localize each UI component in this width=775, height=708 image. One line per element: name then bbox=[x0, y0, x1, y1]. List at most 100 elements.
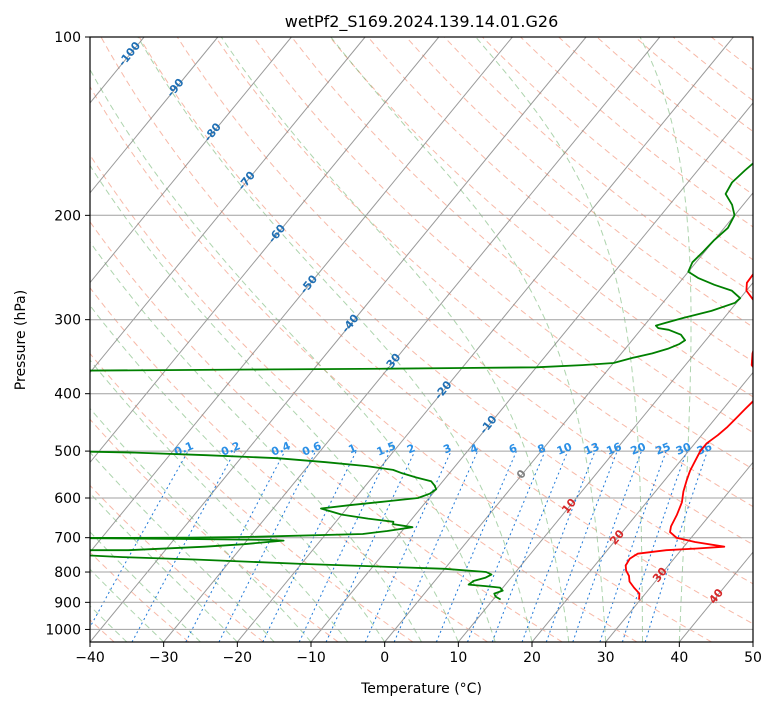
moist-adiabat bbox=[90, 492, 238, 642]
dry-adiabat bbox=[138, 37, 753, 585]
dry-adiabat bbox=[90, 220, 563, 642]
isotherm bbox=[90, 37, 366, 374]
mixing-ratio-label: 16 bbox=[604, 440, 623, 458]
mixing-ratio-line bbox=[599, 450, 667, 642]
isotherm bbox=[310, 102, 753, 642]
y-tick-label: 100 bbox=[54, 30, 81, 46]
y-tick-label: 1000 bbox=[45, 622, 81, 638]
mixing-ratio-label: 0.4 bbox=[269, 439, 292, 458]
isotherm bbox=[163, 37, 661, 642]
mixing-ratio-line bbox=[491, 450, 569, 642]
dry-adiabat bbox=[253, 37, 753, 470]
isotherm bbox=[457, 281, 753, 642]
mixing-ratio-label: 1 bbox=[347, 441, 359, 456]
dry-adiabat bbox=[367, 37, 753, 363]
isotherm bbox=[752, 641, 753, 642]
moist-adiabat bbox=[90, 568, 165, 642]
isoline-labels: -100-90-80-70-60-50-40-30-20-10010203040… bbox=[116, 39, 727, 606]
x-tick-label: −20 bbox=[223, 650, 253, 666]
mixing-ratio-label: 30 bbox=[674, 440, 693, 458]
mixing-ratio-line bbox=[218, 450, 317, 642]
chart-title: wetPf2_S169.2024.139.14.01.G26 bbox=[285, 12, 559, 32]
mixing-ratio-line bbox=[90, 450, 189, 629]
isotherm bbox=[90, 37, 440, 464]
mixing-ratio-label: 10 bbox=[555, 440, 574, 458]
x-tick-label: 20 bbox=[523, 650, 541, 666]
dry-adiabat bbox=[90, 484, 264, 642]
plot-frame bbox=[89, 36, 754, 643]
mixing-ratio-label: 0.6 bbox=[300, 439, 323, 458]
mixing-ratio-line bbox=[621, 450, 688, 642]
dry-adiabat bbox=[90, 85, 712, 642]
moist-adiabat bbox=[90, 451, 275, 642]
isotherm bbox=[90, 37, 219, 194]
moist-adiabat bbox=[90, 407, 312, 642]
mixing-ratio-label: 3 bbox=[441, 441, 453, 456]
x-tick-label: 0 bbox=[380, 650, 389, 666]
mixing-ratio-line bbox=[467, 450, 546, 642]
moist-adiabat bbox=[90, 241, 422, 642]
isotherm bbox=[605, 461, 753, 642]
background-lines bbox=[90, 37, 753, 642]
x-tick-label: 30 bbox=[597, 650, 615, 666]
y-tick-label: 300 bbox=[54, 313, 81, 329]
mixing-ratio-line bbox=[435, 450, 517, 642]
isotherm bbox=[90, 37, 587, 642]
y-tick-label: 700 bbox=[54, 531, 81, 547]
dewpoint-trace bbox=[90, 162, 753, 601]
dry-adiabat bbox=[90, 287, 488, 642]
mixing-ratio-label: 20 bbox=[629, 440, 648, 458]
moist-adiabat bbox=[137, 37, 533, 642]
dry-adiabat bbox=[443, 37, 753, 294]
mixing-ratio-line bbox=[545, 450, 618, 642]
mixing-ratio-line bbox=[572, 450, 642, 642]
dry-adiabat bbox=[710, 37, 753, 71]
y-tick-label: 600 bbox=[54, 491, 81, 507]
moist-adiabat bbox=[330, 37, 607, 642]
dry-adiabat bbox=[176, 37, 753, 546]
mixing-ratio-line bbox=[393, 450, 479, 642]
dry-adiabat bbox=[90, 352, 414, 642]
dry-adiabat bbox=[100, 37, 753, 625]
isotherm bbox=[236, 37, 734, 642]
mixing-ratio-line bbox=[325, 450, 416, 642]
isotherm bbox=[384, 192, 753, 642]
x-tick-label: −10 bbox=[296, 650, 326, 666]
mixing-ratio-label: 2 bbox=[405, 441, 417, 456]
moist-adiabat bbox=[220, 37, 570, 642]
dry-adiabat bbox=[520, 37, 753, 228]
mixing-ratio-line bbox=[131, 450, 236, 642]
mixing-ratio-label: 1.5 bbox=[375, 439, 398, 458]
x-tick-label: −40 bbox=[75, 650, 105, 666]
dry-adiabat bbox=[215, 37, 753, 508]
isotherm bbox=[678, 551, 753, 642]
y-axis-title: Pressure (hPa) bbox=[13, 290, 29, 390]
y-tick-label: 400 bbox=[54, 387, 81, 403]
y-tick-label: 800 bbox=[54, 565, 81, 581]
moist-adiabat bbox=[90, 359, 349, 642]
x-axis-title: Temperature (°C) bbox=[360, 681, 482, 697]
mixing-ratio-label: 25 bbox=[653, 440, 672, 458]
dry-adiabat bbox=[672, 37, 753, 102]
y-tick-label: 200 bbox=[54, 208, 81, 224]
moist-adiabat bbox=[90, 164, 459, 642]
x-tick-label: 50 bbox=[744, 650, 762, 666]
mixing-ratio-label: 8 bbox=[536, 441, 548, 456]
x-tick-label: 40 bbox=[670, 650, 688, 666]
isotherm bbox=[90, 37, 292, 284]
moist-adiabat bbox=[90, 68, 496, 642]
profile-traces bbox=[90, 162, 753, 601]
mixing-ratio-label: 6 bbox=[507, 441, 519, 456]
y-tick-label: 900 bbox=[54, 595, 81, 611]
isotherm bbox=[531, 371, 753, 642]
mixing-ratio-line bbox=[644, 450, 708, 642]
moist-adiabat bbox=[639, 37, 692, 642]
dry-adiabat bbox=[329, 37, 753, 398]
isotherm bbox=[90, 37, 513, 553]
mixing-ratio-label: 13 bbox=[582, 440, 601, 458]
temperature-trace bbox=[624, 272, 753, 600]
mixing-ratio-line bbox=[298, 450, 391, 642]
axes: −40 −30 −20 −10 0 10 20 30 40 5010020030040050060… bbox=[45, 30, 762, 666]
mixing-ratio-label: 0.1 bbox=[172, 439, 195, 458]
